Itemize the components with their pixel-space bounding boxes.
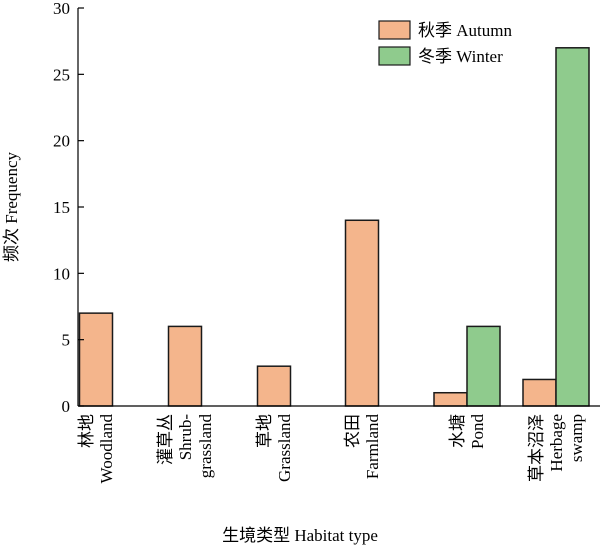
- legend-swatch-autumn: [378, 20, 411, 40]
- x-tick-label: 水塘: [448, 414, 467, 448]
- legend-label-winter: 冬季 Winter: [418, 47, 503, 66]
- x-tick-label: 草本沼泽: [527, 414, 546, 482]
- legend-label-autumn: 秋季 Autumn: [418, 21, 512, 40]
- bar-autumn-1: [78, 312, 114, 407]
- y-axis: 0 5 10 15 20 25 30: [53, 0, 84, 416]
- bar-autumn-5: [433, 391, 468, 407]
- y-tick-label: 5: [62, 331, 71, 350]
- x-tick-label: Grassland: [275, 414, 294, 482]
- x-tick-label: 灌草丛: [156, 414, 175, 465]
- bar-autumn-6: [522, 378, 557, 407]
- legend: 秋季 Autumn 冬季 Winter: [378, 20, 512, 66]
- x-tick-label: Farmland: [363, 414, 382, 480]
- plot-area: [78, 47, 590, 407]
- x-tick-label: 农田: [343, 414, 362, 448]
- bar-winter-5: [466, 325, 501, 407]
- x-axis-label: 生境类型 Habitat type: [222, 526, 378, 545]
- x-tick-label: swamp: [567, 414, 586, 462]
- y-tick-label: 0: [62, 397, 71, 416]
- y-tick-label: 20: [53, 132, 70, 151]
- bar-winter-6: [555, 47, 590, 407]
- bar-autumn-3: [256, 365, 292, 407]
- y-tick-label: 25: [53, 65, 70, 84]
- legend-swatch-winter: [378, 46, 411, 66]
- x-tick-label: Pond: [468, 414, 487, 449]
- y-tick-label: 15: [53, 198, 70, 217]
- x-tick-label: Herbage: [547, 414, 566, 472]
- y-axis-label: 频次 Frequency: [2, 152, 21, 263]
- x-axis: 林地 Woodland 灌草丛 Shrub-grassland 草地 Grassland 农…: [77, 405, 600, 484]
- y-tick-label: 10: [53, 264, 70, 283]
- x-tick-label: grassland: [196, 414, 215, 479]
- x-tick-label: 草地: [255, 414, 274, 448]
- x-tick-label: Shrub-: [176, 414, 195, 461]
- bar-autumn-2: [167, 325, 203, 407]
- x-tick-label: Woodland: [97, 414, 116, 484]
- bar-autumn-4: [344, 219, 380, 407]
- y-tick-label: 30: [53, 0, 70, 18]
- x-tick-label: 林地: [77, 414, 96, 448]
